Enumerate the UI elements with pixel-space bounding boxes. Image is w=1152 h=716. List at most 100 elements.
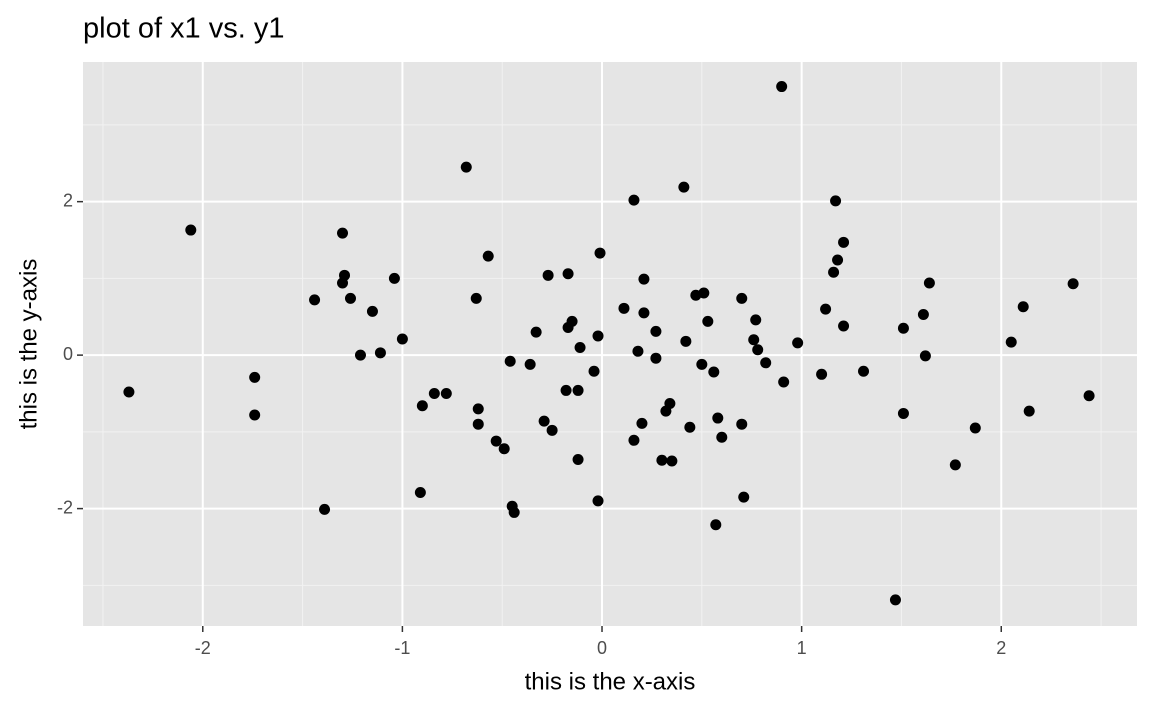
x-tick-label: -1 bbox=[394, 638, 410, 658]
point bbox=[572, 453, 584, 465]
point bbox=[638, 273, 650, 285]
point bbox=[504, 355, 516, 367]
point bbox=[750, 314, 762, 326]
point bbox=[760, 357, 772, 369]
point bbox=[680, 335, 692, 347]
point bbox=[650, 352, 662, 364]
y-tick-label: 0 bbox=[63, 344, 73, 364]
point bbox=[632, 345, 644, 357]
point bbox=[738, 491, 750, 503]
point bbox=[428, 387, 440, 399]
point bbox=[710, 519, 722, 531]
plot-panel bbox=[83, 62, 1137, 626]
point bbox=[636, 417, 648, 429]
point bbox=[628, 194, 640, 206]
point bbox=[1023, 405, 1035, 417]
point bbox=[1005, 336, 1017, 348]
point bbox=[337, 227, 349, 239]
point bbox=[897, 322, 909, 334]
point bbox=[838, 320, 850, 332]
point bbox=[828, 266, 840, 278]
point bbox=[712, 412, 724, 424]
point bbox=[524, 358, 536, 370]
point bbox=[969, 422, 981, 434]
point bbox=[460, 161, 472, 173]
point bbox=[374, 347, 386, 359]
point bbox=[319, 503, 331, 515]
point bbox=[592, 330, 604, 342]
point bbox=[588, 365, 600, 377]
point bbox=[816, 368, 828, 380]
point bbox=[1083, 390, 1095, 402]
point bbox=[366, 305, 378, 317]
point bbox=[546, 424, 558, 436]
point bbox=[618, 302, 630, 314]
point bbox=[185, 224, 197, 236]
point bbox=[917, 308, 929, 320]
point bbox=[698, 287, 710, 299]
point bbox=[666, 455, 678, 467]
point bbox=[889, 594, 901, 606]
point bbox=[702, 315, 714, 327]
point bbox=[508, 506, 520, 518]
point bbox=[309, 294, 321, 306]
point bbox=[472, 418, 484, 430]
point bbox=[949, 459, 961, 471]
point bbox=[656, 454, 668, 466]
point bbox=[562, 268, 574, 280]
x-tick-label: 0 bbox=[597, 638, 607, 658]
point bbox=[396, 333, 408, 345]
point bbox=[470, 292, 482, 304]
point bbox=[337, 277, 349, 289]
point bbox=[792, 337, 804, 349]
y-tick-label: 2 bbox=[63, 190, 73, 210]
point bbox=[538, 415, 550, 427]
point bbox=[778, 376, 790, 388]
point bbox=[594, 247, 606, 259]
x-axis-title: this is the x-axis bbox=[525, 668, 696, 695]
point bbox=[1067, 278, 1079, 290]
point bbox=[838, 236, 850, 248]
point bbox=[574, 341, 586, 353]
point bbox=[498, 443, 510, 455]
point bbox=[696, 358, 708, 370]
point bbox=[776, 81, 788, 93]
point bbox=[650, 325, 662, 337]
y-tick-label: -2 bbox=[57, 497, 73, 517]
point bbox=[592, 495, 604, 507]
point bbox=[249, 409, 261, 421]
point bbox=[560, 384, 572, 396]
point bbox=[416, 400, 428, 412]
point bbox=[832, 254, 844, 266]
point bbox=[748, 334, 760, 346]
point bbox=[482, 250, 494, 262]
point bbox=[638, 307, 650, 319]
point bbox=[388, 272, 400, 284]
point bbox=[736, 418, 748, 430]
point bbox=[440, 387, 452, 399]
point bbox=[490, 435, 502, 447]
x-tick-label: 2 bbox=[996, 638, 1006, 658]
point bbox=[736, 292, 748, 304]
point bbox=[344, 292, 356, 304]
point bbox=[542, 269, 554, 281]
point bbox=[716, 431, 728, 443]
point bbox=[572, 384, 584, 396]
point bbox=[678, 181, 690, 193]
point bbox=[708, 366, 720, 378]
point bbox=[530, 326, 542, 338]
point bbox=[628, 434, 640, 446]
point bbox=[897, 407, 909, 419]
point bbox=[566, 315, 578, 327]
point bbox=[354, 349, 366, 361]
point bbox=[830, 195, 842, 207]
x-tick-label: -2 bbox=[195, 638, 211, 658]
point bbox=[923, 277, 935, 289]
chart-title: plot of x1 vs. y1 bbox=[83, 13, 285, 45]
point bbox=[664, 397, 676, 409]
point bbox=[414, 486, 426, 498]
y-axis-title: this is the y-axis bbox=[15, 259, 42, 430]
point bbox=[684, 421, 696, 433]
point bbox=[919, 350, 931, 362]
